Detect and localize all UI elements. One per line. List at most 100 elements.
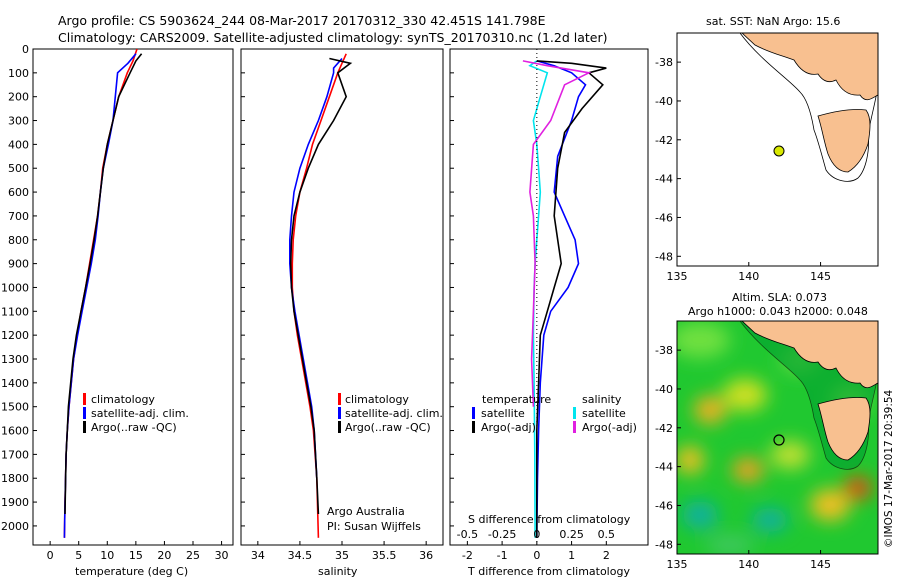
- sst-map-axes: 135 140 145 -38 -40 -42 -44 -46 -48: [655, 56, 831, 283]
- x-tick-label: 20: [157, 549, 171, 562]
- map-y-tick-label: -38: [655, 56, 673, 69]
- difference-legend: temperature salinity satellite Argo(-adj…: [472, 393, 637, 434]
- temperature-legend: climatology satellite-adj. clim. Argo(..…: [83, 393, 189, 434]
- y-tick-label: 1900: [1, 496, 29, 509]
- legend-swatch-argo: [338, 421, 341, 433]
- sla-map-axes: 135 140 145 -38 -40 -42 -44 -46 -48: [655, 344, 831, 571]
- x-tick-label: 0: [47, 549, 54, 562]
- legend-label-climatology: climatology: [345, 393, 409, 406]
- sla-map-area: [677, 321, 878, 554]
- x-tick-label: 5: [75, 549, 82, 562]
- y-tick-label: 1600: [1, 425, 29, 438]
- salinity-panel: [240, 48, 444, 546]
- s-diff-tick-label: 0: [533, 528, 540, 541]
- x-tick-label: -1: [497, 549, 508, 562]
- y-tick-label: 0: [22, 43, 29, 56]
- map-y-tick-label: -48: [655, 538, 673, 551]
- series-line-t-satellite: [536, 60, 587, 538]
- legend-swatch-argo: [83, 421, 86, 433]
- legend-swatch-satellite: [83, 407, 86, 419]
- x-tick-label: 34.5: [288, 549, 313, 562]
- y-tick-label: 500: [8, 162, 29, 175]
- salinity-series: [288, 53, 353, 538]
- imos-credit: ©IMOS 17-Mar-2017 20:39:54: [883, 389, 895, 548]
- map-x-tick-label: 145: [810, 270, 831, 283]
- x-tick-label: 2: [603, 549, 610, 562]
- x-tick-label: 35: [335, 549, 349, 562]
- y-tick-label: 200: [8, 91, 29, 104]
- sst-map-area: [677, 33, 878, 266]
- y-tick-label: 100: [8, 67, 29, 80]
- legend-label-satellite: satellite-adj. clim.: [91, 407, 189, 420]
- x-tick-label: 30: [215, 549, 229, 562]
- legend-label-climatology: climatology: [91, 393, 155, 406]
- map-x-tick-label: 140: [738, 270, 759, 283]
- difference-xlabel: T difference from climatology: [467, 565, 630, 578]
- y-tick-label: 1400: [1, 377, 29, 390]
- y-tick-label: 800: [8, 234, 29, 247]
- y-tick-label: 700: [8, 210, 29, 223]
- map-y-tick-label: -40: [655, 95, 673, 108]
- sst-map-frame: [676, 32, 879, 267]
- y-tick-label: 1000: [1, 281, 29, 294]
- series-line-s-argo-adj-: [522, 60, 592, 407]
- legend-label-s-satellite: satellite: [582, 407, 626, 420]
- map-x-tick-label: 145: [810, 558, 831, 571]
- legend-label-t-argo: Argo(-adj): [481, 421, 536, 434]
- mainland-australia: [741, 321, 878, 389]
- legend-label-satellite: satellite-adj. clim.: [345, 407, 443, 420]
- series-line-climatology: [63, 49, 138, 538]
- map-y-tick-label: -48: [655, 250, 673, 263]
- series-line-satellite-adj-clim-: [63, 53, 137, 538]
- sla-map-title-line-1: Altim. SLA: 0.073: [732, 291, 827, 304]
- series-line-satellite-adj-clim-: [288, 57, 343, 479]
- legend-label-s-argo: Argo(-adj): [582, 421, 637, 434]
- map-x-tick-label: 135: [667, 558, 688, 571]
- header-line-1: Argo profile: CS 5903624_244 08-Mar-2017…: [58, 13, 546, 28]
- difference-top-label: S difference from climatology: [468, 513, 631, 526]
- y-tick-label: 400: [8, 138, 29, 151]
- x-tick-label: 15: [129, 549, 143, 562]
- salinity-annotation-line-1: Argo Australia: [327, 505, 405, 518]
- map-x-tick-label: 140: [738, 558, 759, 571]
- s-diff-tick-label: 0.25: [559, 528, 584, 541]
- difference-panel: [449, 48, 649, 546]
- map-y-tick-label: -44: [655, 461, 673, 474]
- legend-swatch-climatology: [338, 393, 341, 405]
- legend-header-salinity: salinity: [582, 393, 622, 406]
- series-line-climatology: [291, 53, 347, 538]
- series-line-argo-raw-qc-: [289, 57, 353, 515]
- s-diff-tick-label: -0.25: [488, 528, 516, 541]
- sla-map-frame: [676, 320, 879, 555]
- salinity-xlabel: salinity: [318, 565, 358, 578]
- legend-swatch-t-satellite: [472, 407, 475, 419]
- temperature-xlabel: temperature (deg C): [75, 565, 188, 578]
- temperature-series: [63, 49, 143, 538]
- map-y-tick-label: -40: [655, 383, 673, 396]
- y-tick-label: 1700: [1, 448, 29, 461]
- x-tick-label: 36: [419, 549, 433, 562]
- x-tick-label: 0: [533, 549, 540, 562]
- legend-swatch-s-satellite: [573, 407, 576, 419]
- map-x-tick-label: 135: [667, 270, 688, 283]
- x-tick-label: 10: [100, 549, 114, 562]
- s-diff-tick-label: -0.5: [457, 528, 478, 541]
- temperature-panel: [32, 48, 234, 546]
- x-tick-label: 25: [186, 549, 200, 562]
- mainland-australia: [741, 33, 878, 101]
- temperature-x-axis: 0 5 10 15 20 25 30: [47, 541, 229, 562]
- legend-swatch-s-argo: [573, 421, 576, 433]
- difference-x-axis: -2 -1 0 1 2 -0.5 -0.25 0 0.25 0.5: [457, 528, 615, 562]
- series-line-s-satellite: [528, 60, 549, 538]
- y-tick-label: 600: [8, 186, 29, 199]
- series-line-argo-raw-qc-: [64, 53, 143, 515]
- legend-swatch-t-argo: [472, 421, 475, 433]
- depth-axis: 0 100 200 300 400 500 600 700 800 900 1000 1100 1200…: [1, 43, 454, 533]
- map-y-tick-label: -42: [655, 134, 673, 147]
- map-y-tick-label: -44: [655, 173, 673, 186]
- map-y-tick-label: -38: [655, 344, 673, 357]
- s-diff-tick-label: 0.5: [598, 528, 616, 541]
- salinity-annotation-line-2: PI: Susan Wijffels: [327, 520, 421, 533]
- y-tick-label: 2000: [1, 520, 29, 533]
